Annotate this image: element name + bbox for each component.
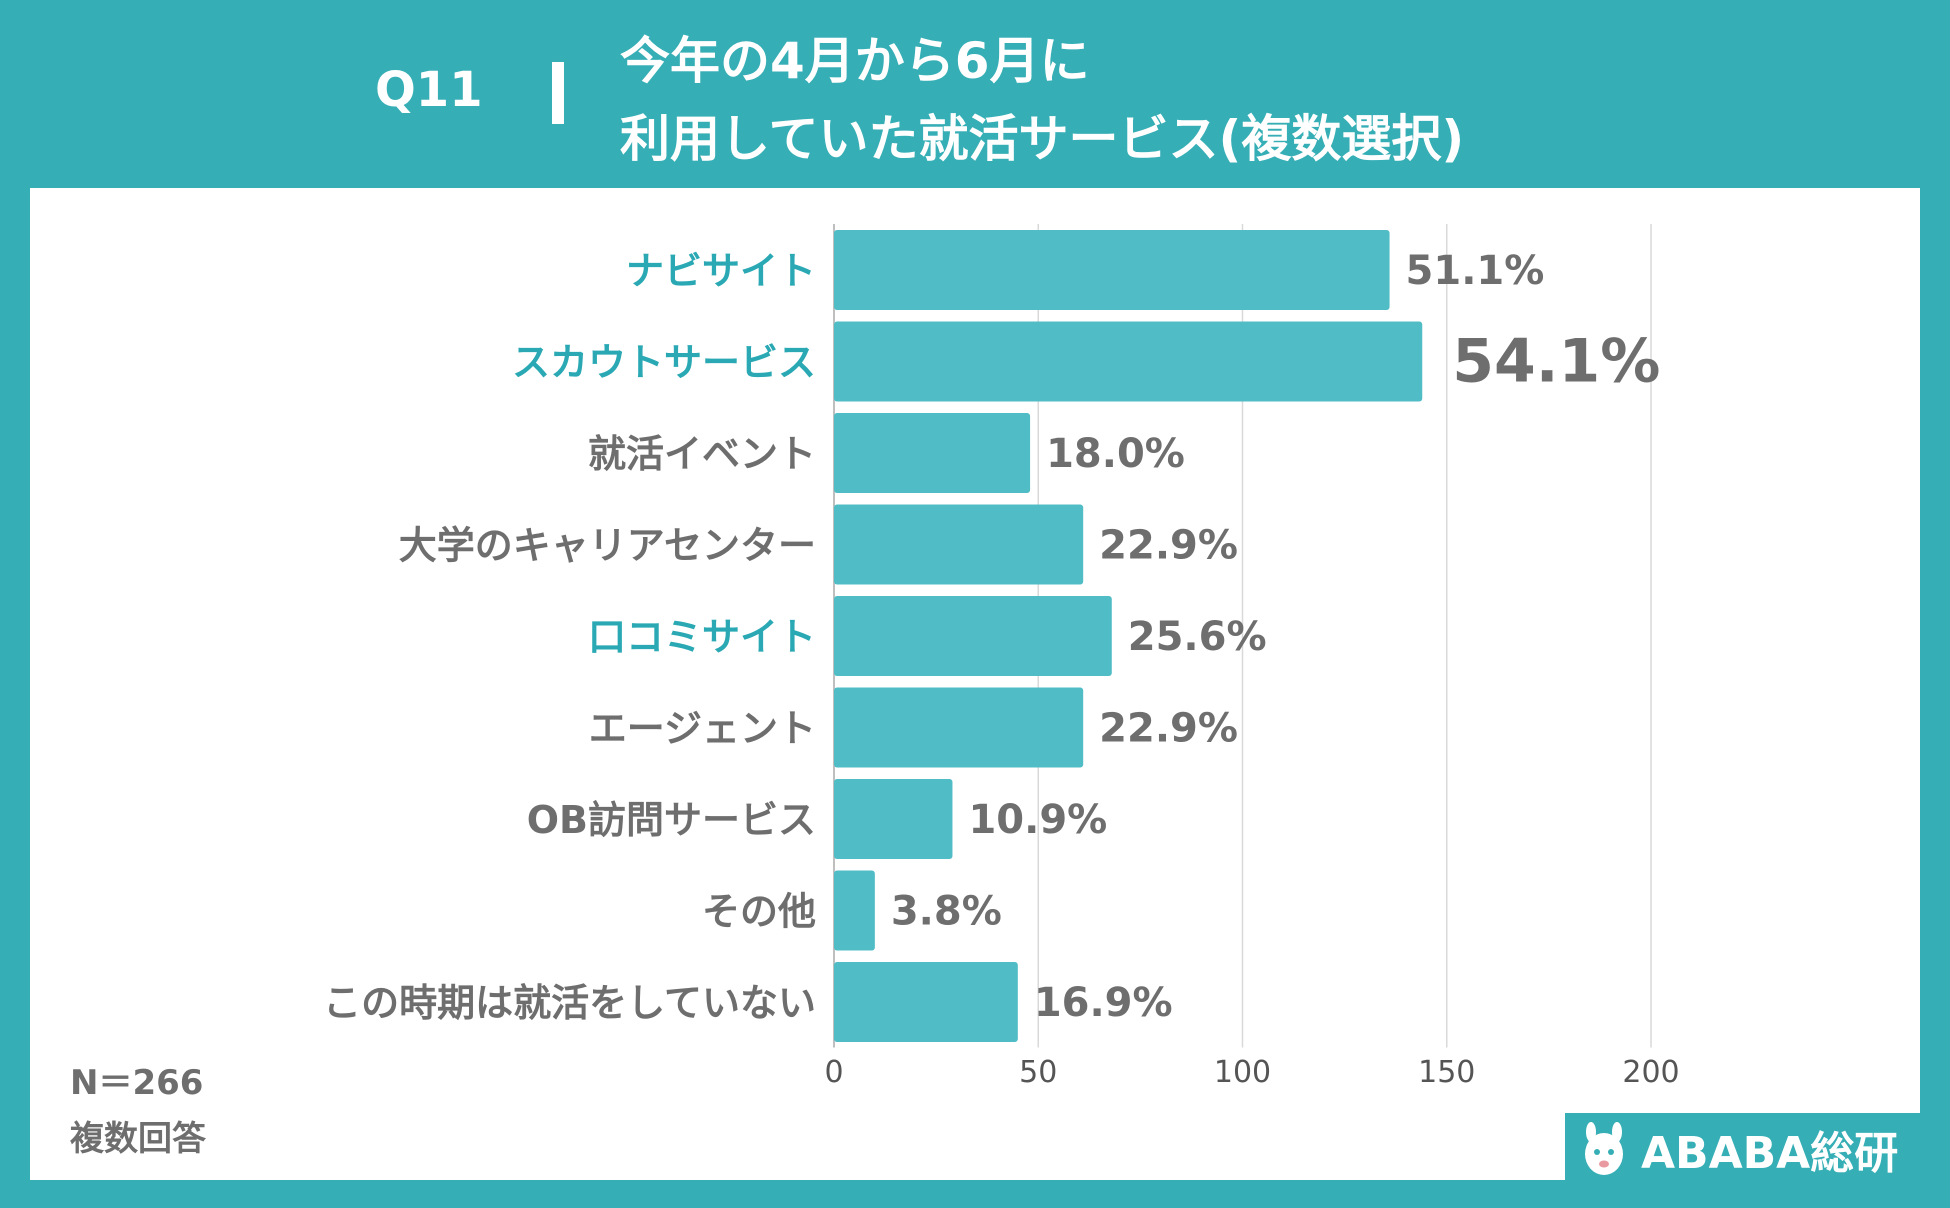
category-label: OB訪問サービス bbox=[527, 798, 816, 842]
bar bbox=[834, 230, 1390, 310]
data-label: 22.9% bbox=[1099, 523, 1238, 569]
x-tick-label: 200 bbox=[1622, 1055, 1679, 1090]
data-label: 18.0% bbox=[1046, 431, 1185, 477]
x-tick-label: 0 bbox=[824, 1055, 843, 1090]
data-label: 54.1% bbox=[1452, 327, 1660, 397]
data-label: 22.9% bbox=[1099, 706, 1238, 752]
bar bbox=[834, 870, 875, 951]
category-label: ナビサイト bbox=[626, 249, 816, 293]
brand-logo: ABABA総研 bbox=[1565, 1113, 1935, 1185]
bar-chart: 0 50 100 150 200 ナビサイト 51.1% スカウトサービス 54.1% 就活イベン… bbox=[323, 224, 1680, 1090]
category-label: エージェント bbox=[589, 707, 816, 751]
bar bbox=[834, 413, 1031, 493]
category-label: 就活イベント bbox=[588, 432, 816, 476]
x-tick-label: 50 bbox=[1019, 1055, 1057, 1090]
brand-name: ABABA総研 bbox=[1641, 1128, 1899, 1179]
data-label: 51.1% bbox=[1406, 248, 1545, 294]
chart-panel: 0 50 100 150 200 ナビサイト 51.1% スカウトサービス 54.1% 就活イベン… bbox=[30, 188, 1920, 1180]
question-title-line2: 利用していた就活サービス(複数選択) bbox=[620, 110, 1465, 168]
data-label: 16.9% bbox=[1034, 980, 1173, 1026]
sample-size: N＝266 bbox=[70, 1063, 204, 1103]
data-label: 25.6% bbox=[1128, 614, 1267, 660]
x-tick-label: 100 bbox=[1214, 1055, 1271, 1090]
bar bbox=[834, 596, 1112, 676]
category-label: スカウトサービス bbox=[512, 341, 816, 385]
x-tick-label: 150 bbox=[1418, 1055, 1475, 1090]
bar bbox=[834, 504, 1084, 585]
question-title-line1: 今年の4月から6月に bbox=[620, 32, 1090, 90]
multiple-answer-note: 複数回答 bbox=[70, 1119, 206, 1159]
question-number: Q11 bbox=[375, 62, 483, 118]
bar bbox=[834, 962, 1018, 1042]
category-label: 口コミサイト bbox=[588, 615, 816, 659]
data-label: 3.8% bbox=[891, 889, 1002, 935]
category-label: 大学のキャリアセンター bbox=[399, 524, 816, 568]
header-divider bbox=[552, 62, 564, 124]
alpaca-icon bbox=[1585, 1122, 1623, 1175]
bar bbox=[834, 779, 953, 859]
data-label: 10.9% bbox=[968, 797, 1107, 843]
header: Q11 今年の4月から6月に 利用していた就活サービス(複数選択) bbox=[0, 0, 1950, 186]
category-label: その他 bbox=[702, 890, 816, 934]
footnote: N＝266 複数回答 bbox=[70, 1055, 206, 1167]
category-label: この時期は就活をしていない bbox=[323, 981, 816, 1025]
bar bbox=[834, 687, 1084, 768]
bar bbox=[834, 321, 1423, 402]
question-title: 今年の4月から6月に 利用していた就活サービス(複数選択) bbox=[620, 22, 1464, 178]
